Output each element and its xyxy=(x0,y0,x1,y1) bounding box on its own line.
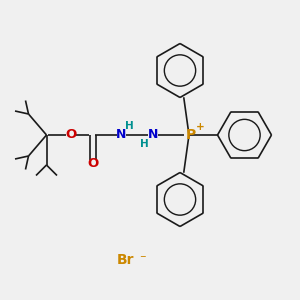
Text: H: H xyxy=(124,121,134,131)
Text: +: + xyxy=(196,122,205,132)
Text: ⁻: ⁻ xyxy=(139,253,146,266)
Text: N: N xyxy=(116,128,127,142)
Text: P: P xyxy=(185,128,196,142)
Text: O: O xyxy=(65,128,76,142)
Text: Br: Br xyxy=(117,253,135,266)
Text: H: H xyxy=(140,139,149,149)
Text: O: O xyxy=(87,157,99,170)
Text: N: N xyxy=(148,128,158,142)
